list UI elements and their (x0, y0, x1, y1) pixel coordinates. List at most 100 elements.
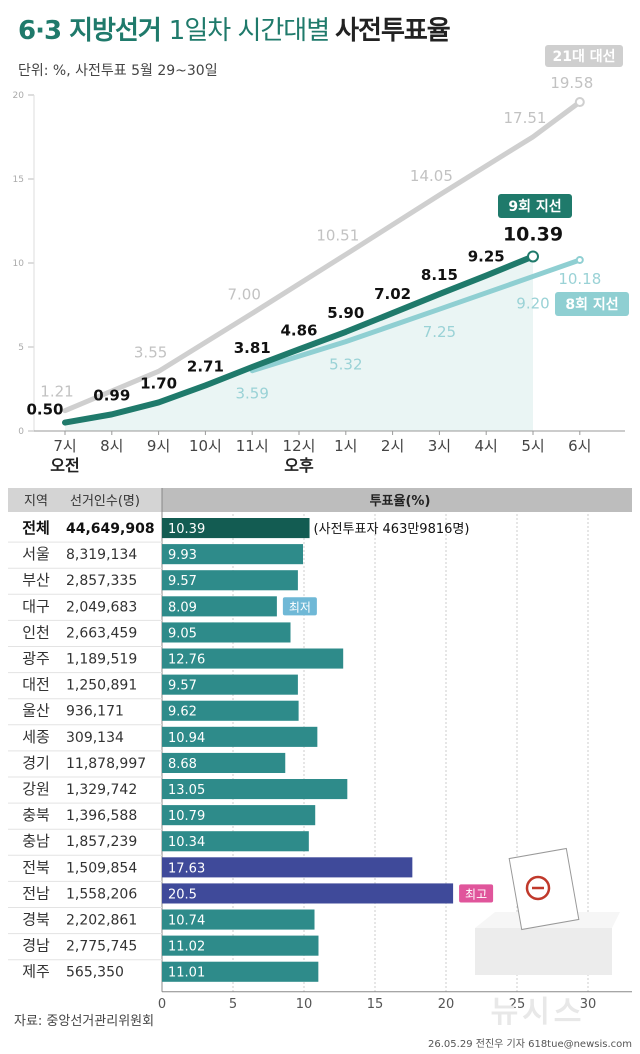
data-label-local9: 2.71 (187, 357, 224, 375)
row-region: 서울 (22, 545, 50, 563)
bar (162, 961, 319, 982)
row-voters: 1,396,588 (66, 808, 137, 824)
bar-label: 9.62 (168, 705, 197, 720)
row-region: 전체 (22, 519, 50, 537)
x-tick-label: 6시 (568, 437, 591, 455)
row-voters: 2,857,335 (66, 573, 137, 589)
data-label-pres21: 1.21 (40, 383, 73, 401)
data-label-local9: 5.90 (327, 304, 364, 322)
data-label-local8: 7.25 (423, 323, 456, 341)
bar-label: 10.39 (168, 522, 205, 537)
row-voters: 309,134 (66, 730, 124, 746)
row-voters: 8,319,134 (66, 547, 137, 563)
y-tick-label: 15 (13, 175, 24, 185)
x-tick-label: 9시 (147, 437, 170, 455)
row-voters: 44,649,908 (66, 521, 155, 537)
row-region: 강원 (22, 780, 50, 798)
header-voters: 선거인수(명) (70, 494, 140, 509)
x-tick-label: 3시 (428, 437, 451, 455)
series-endpoint-pres21 (574, 97, 585, 108)
row-region: 광주 (22, 650, 50, 668)
table-header-rate-bg (162, 488, 632, 512)
series-line-local8 (249, 257, 583, 374)
data-label-pres21: 19.58 (550, 74, 593, 92)
bar-x-tick-label: 0 (158, 997, 166, 1012)
bar-label: 20.5 (168, 887, 197, 902)
title-part1: 6·3 지방선거 (18, 16, 162, 46)
row-region: 충북 (22, 806, 50, 824)
row-voters: 1,250,891 (66, 678, 137, 694)
row-voters: 1,509,854 (66, 860, 137, 876)
bar (162, 726, 318, 747)
legend-label-local8: 8회 지선 (565, 297, 618, 313)
row-region: 경기 (22, 754, 50, 772)
row-region: 제주 (22, 963, 50, 981)
data-label-local9: 0.99 (93, 386, 130, 404)
bar (162, 857, 413, 878)
badge-label: 최저 (289, 600, 311, 614)
series-endpoint-local9 (527, 250, 539, 263)
bar-label: 10.79 (168, 809, 205, 824)
bar (162, 674, 298, 695)
data-label-local9: 8.15 (421, 266, 458, 284)
bar-label: 17.63 (168, 861, 205, 876)
x-tick-label: 7시 (53, 437, 76, 455)
x-tick-label: 10시 (189, 437, 222, 455)
subtitle: 단위: %, 사전투표 5월 29~30일 (18, 63, 218, 79)
row-voters: 1,857,239 (66, 834, 137, 850)
legend-tag-pres21 (545, 45, 623, 67)
bar (162, 883, 454, 904)
bar-label: 8.09 (168, 600, 197, 615)
series-line-local9 (62, 253, 536, 426)
bar-label: 8.68 (168, 757, 197, 772)
x-group-label: 오후 (284, 456, 314, 475)
bar (162, 935, 319, 956)
source-note: 자료: 중앙선거관리위원회 (14, 1014, 155, 1029)
row-voters: 1,329,742 (66, 782, 137, 798)
x-group-label: 오전 (50, 456, 79, 475)
bar-label: 13.05 (168, 783, 205, 798)
bar-x-tick-label: 30 (580, 997, 597, 1012)
bar (162, 779, 348, 800)
row-voters: 565,350 (66, 965, 124, 981)
bar-note: (사전투표자 463만9816명) (314, 522, 470, 537)
row-voters: 2,202,861 (66, 913, 137, 929)
bar (162, 570, 298, 591)
row-region: 전북 (22, 858, 50, 876)
bar (162, 648, 344, 669)
data-label-local8: 3.59 (235, 385, 268, 403)
data-label-local9: 9.25 (468, 248, 505, 266)
row-region: 경북 (22, 911, 50, 929)
bar-x-tick-label: 15 (367, 997, 384, 1012)
row-voters: 1,558,206 (66, 886, 137, 902)
header-region: 지역 (24, 494, 48, 509)
row-region: 대전 (22, 676, 50, 694)
data-label-local9: 7.02 (374, 285, 411, 303)
series-endpoint-local8 (575, 255, 584, 264)
bar-label: 9.05 (168, 626, 197, 641)
row-region: 세종 (22, 728, 50, 746)
row-region: 전남 (22, 884, 50, 902)
data-label-local8: 10.18 (558, 270, 601, 288)
legend-tag-local9 (498, 194, 572, 218)
bar (162, 622, 291, 643)
bar (162, 909, 315, 930)
ballot-stamp-icon (525, 875, 551, 901)
ballot-box-icon (475, 928, 612, 975)
x-tick-label: 5시 (521, 437, 544, 455)
bar (162, 805, 316, 826)
y-tick-label: 10 (13, 259, 25, 269)
row-region: 대구 (22, 597, 50, 615)
y-tick-label: 5 (18, 343, 24, 353)
bar-x-tick-label: 10 (296, 997, 313, 1012)
row-region: 충남 (22, 832, 50, 850)
legend-label-local9: 9회 지선 (508, 199, 561, 215)
data-label-local9: 3.81 (234, 339, 271, 357)
bar-x-tick-label: 5 (229, 997, 237, 1012)
x-tick-label: 12시 (283, 437, 316, 455)
row-region: 부산 (22, 571, 50, 589)
x-tick-label: 8시 (100, 437, 123, 455)
badge-label: 최고 (465, 887, 487, 901)
badge-bg (282, 597, 317, 616)
